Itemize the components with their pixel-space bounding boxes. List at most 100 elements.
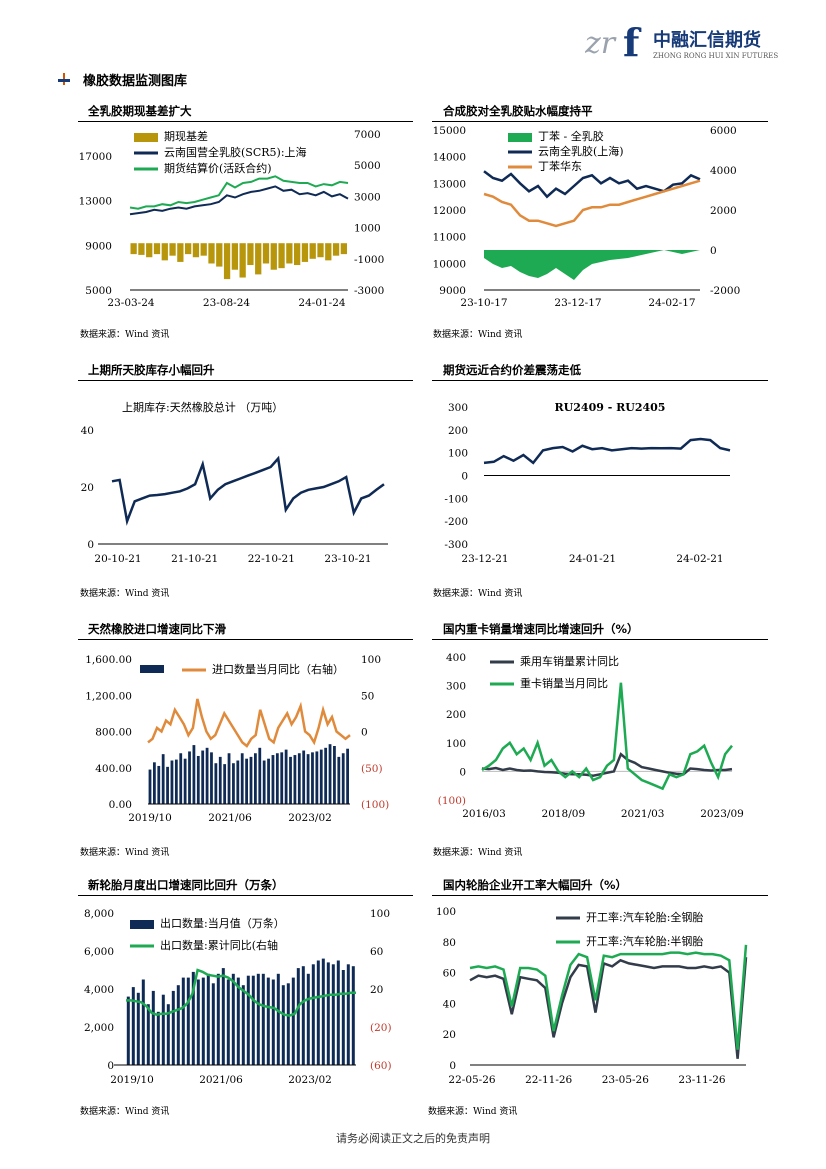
import-bar [152, 762, 156, 804]
y-tick-label: 15000 [433, 125, 466, 137]
export-yoy-line [126, 968, 356, 1017]
basis-bar [161, 243, 168, 261]
import-bar [262, 760, 266, 804]
chart-spread: RU2409 - RU2405 300 200 100 0 -100 -200 -300 23-… [444, 401, 731, 565]
export-bar [136, 992, 140, 1065]
legend-bar-swatch [140, 665, 164, 673]
heading-rule [78, 639, 413, 640]
export-bar [211, 983, 215, 1065]
y-tick-label: 5000 [85, 285, 112, 297]
basis-bar [169, 243, 176, 256]
y-tick-label: 300 [446, 681, 466, 693]
export-bar [301, 966, 305, 1065]
y2-tick-label: (20) [370, 1022, 392, 1034]
chart-heading-3: 上期所天胶库存小幅回升 [88, 363, 215, 377]
basis-bar [200, 243, 207, 256]
export-bar [166, 1004, 170, 1065]
export-bar [196, 979, 200, 1065]
x-tick-label: 22-10-21 [248, 553, 295, 565]
x-tick-label: 22-11-26 [525, 1074, 572, 1086]
export-bar [341, 970, 345, 1065]
y-tick-label: 0 [461, 471, 468, 483]
y-tick-label: 0 [459, 766, 466, 778]
export-bar [141, 979, 145, 1065]
chart-tire-export: 8,000 6,000 4,000 2,000 0 100 60 20 (20) (60) 2019… [84, 908, 392, 1086]
source-note: 数据来源：Wind 资讯 [433, 848, 523, 858]
chart-truck-sales: 400 300 200 100 0 (100)2016/03 2018/09 2021/03 2… [438, 652, 744, 820]
x-tick-label: 21-10-21 [171, 553, 218, 565]
import-bar [166, 766, 169, 804]
y-tick-label: -300 [444, 539, 468, 551]
basis-bar [317, 243, 324, 258]
legend-basis-swatch [134, 133, 158, 142]
heading-rule [78, 380, 413, 381]
basis-bar [325, 243, 332, 261]
source-note: 数据来源：Wind 资讯 [80, 589, 170, 599]
footer-disclaimer: 请务必阅读正文之后的免责声明 [336, 1132, 490, 1145]
chart-basis: 17000 13000 9000 5000 7000 5000 3000 1000 -1000 -… [79, 129, 385, 309]
x-tick-label: 23-10-17 [460, 297, 507, 309]
import-bar [267, 758, 270, 804]
y2-tick-label: 20 [370, 984, 383, 996]
export-bar [316, 960, 320, 1065]
legend-export-month-label: 出口数量:当月值（万条） [160, 916, 285, 930]
basis-bar [286, 243, 293, 264]
import-bar [280, 752, 284, 804]
export-bar [306, 973, 310, 1065]
export-bar [201, 977, 205, 1065]
y-tick-label: 1000 [354, 223, 381, 235]
y-tick-label: -3000 [354, 285, 384, 297]
chart-heading-7: 新轮胎月度出口增速同比回升（万条） [88, 878, 284, 892]
y-tick-label: 4,000 [84, 984, 114, 996]
export-bar [176, 985, 180, 1065]
x-tick-label: 23-03-24 [107, 297, 154, 309]
import-bar [333, 746, 336, 804]
basis-bar [270, 243, 277, 270]
export-bar [226, 979, 230, 1065]
export-bar [331, 964, 335, 1065]
export-bar [191, 971, 195, 1065]
import-bar [315, 751, 319, 804]
y2-tick-label: (50) [361, 763, 383, 775]
export-bar [291, 977, 295, 1065]
basis-bar [185, 243, 192, 255]
y-tick-label: 80 [443, 937, 456, 949]
y-tick-label: 100 [448, 448, 468, 460]
export-bar [181, 977, 185, 1065]
heading-rule [432, 121, 768, 122]
basis-bar [247, 243, 254, 266]
import-bar [157, 765, 161, 804]
semi-steel-line [469, 944, 748, 1050]
basis-bar [177, 243, 184, 262]
legend-sbr-label: 丁苯华东 [538, 159, 582, 173]
y2-tick-label: 100 [361, 654, 381, 666]
basis-bar [332, 243, 340, 256]
y-tick-label: 100 [446, 738, 466, 750]
heavy-truck-line [481, 682, 733, 791]
x-tick-label: 2023/02 [288, 1074, 332, 1086]
x-tick-label: 20-10-21 [94, 553, 141, 565]
import-bar [205, 747, 209, 804]
import-bar [293, 755, 297, 804]
import-bar [284, 749, 288, 804]
x-tick-label: 23-11-26 [678, 1074, 725, 1086]
x-tick-label: 24-02-17 [648, 297, 695, 309]
import-bar [341, 753, 345, 804]
y-tick-label: -100 [444, 493, 468, 505]
legend-all-steel-label: 开工率:汽车轮胎:全钢胎 [586, 910, 703, 924]
export-bar [171, 990, 175, 1065]
y2-tick-label: 0 [361, 727, 368, 739]
import-bar [148, 769, 152, 804]
x-tick-label: 2019/10 [128, 812, 172, 824]
y-tick-label: 200 [448, 425, 468, 437]
basis-bar [301, 243, 309, 262]
import-bar [210, 752, 213, 804]
legend-export-month-swatch [130, 920, 154, 929]
import-bar [201, 750, 205, 804]
basis-bar [309, 243, 316, 259]
y-tick-label: 300 [448, 402, 468, 414]
import-bar [218, 756, 222, 804]
export-bar [281, 985, 285, 1065]
logo-cn: 中融汇信期货 [653, 29, 761, 51]
source-note: 数据来源：Wind 资讯 [428, 1107, 518, 1117]
